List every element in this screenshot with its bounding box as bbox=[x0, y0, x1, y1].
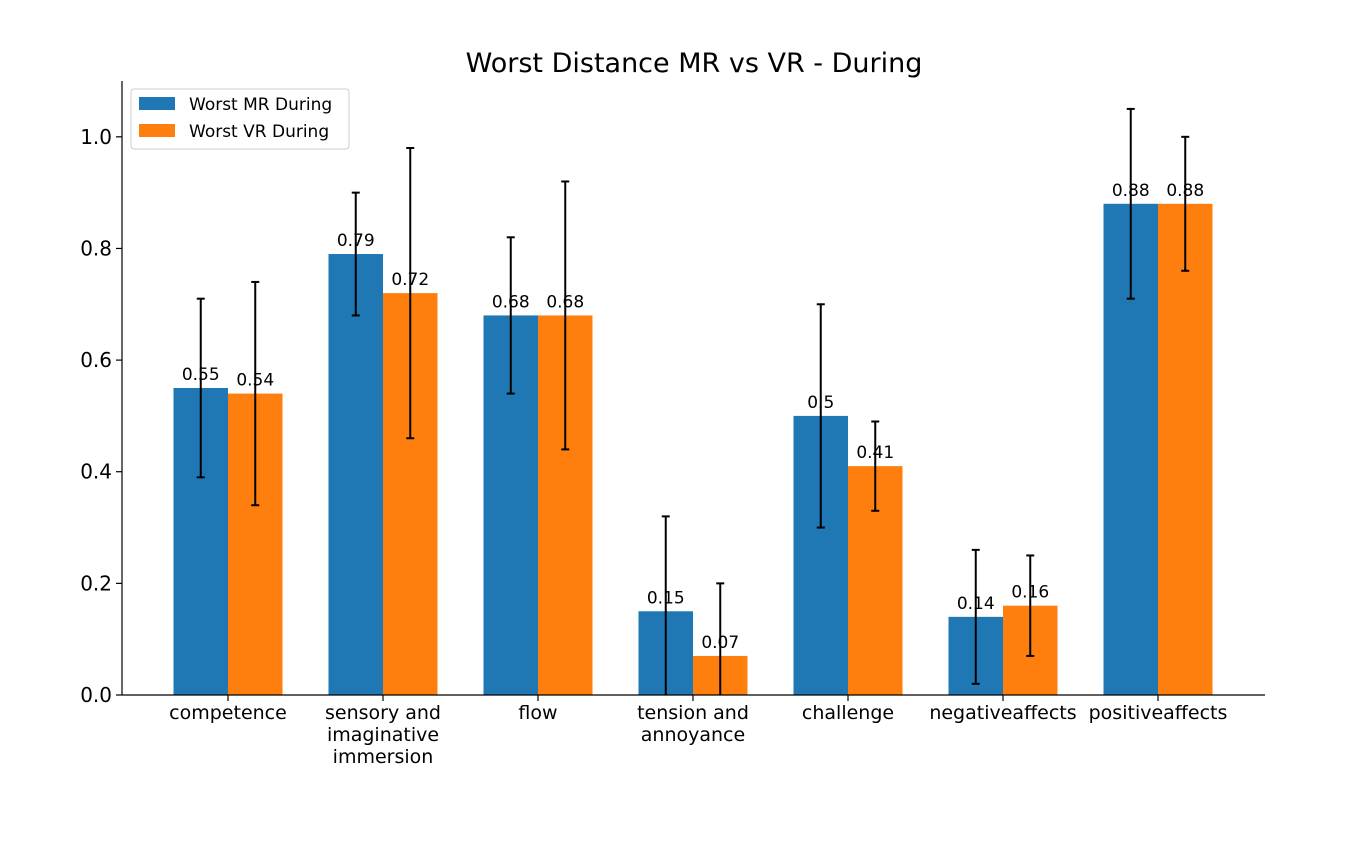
y-tick-label: 1.0 bbox=[80, 125, 112, 149]
y-tick-label: 0.8 bbox=[80, 236, 112, 260]
bar-mr-1 bbox=[328, 254, 383, 695]
y-tick-label: 0.4 bbox=[80, 460, 112, 484]
error-bar-mr-0 bbox=[196, 297, 205, 479]
legend-swatch-0 bbox=[139, 97, 175, 110]
legend-label-1: Worst VR During bbox=[189, 122, 329, 142]
data-label-mr-3: 0.15 bbox=[647, 588, 685, 608]
y-tick-label: 0.0 bbox=[80, 683, 112, 707]
data-label-vr-2: 0.68 bbox=[546, 292, 584, 312]
y-tick-label: 0.6 bbox=[80, 348, 112, 372]
error-bar-vr-2 bbox=[561, 180, 570, 451]
x-tick-label-0: competence bbox=[169, 702, 287, 724]
data-label-vr-6: 0.88 bbox=[1166, 181, 1204, 201]
bars-layer bbox=[173, 203, 1213, 696]
error-bar-vr-6 bbox=[1181, 135, 1190, 272]
x-tick-label-2: flow bbox=[518, 702, 557, 724]
axes-layer: 0.0 0.2 0.4 0.6 0.8 1.0 competence sensory and i… bbox=[80, 81, 1265, 768]
data-labels-layer: 0.55 0.79 0.68 0.15 0.5 0.14 0.88 0.54 0.72 0.68 0… bbox=[182, 181, 1204, 653]
error-bar-mr-2 bbox=[506, 236, 515, 395]
x-tick-label-1: sensory and imaginative immersion bbox=[325, 702, 441, 768]
data-label-mr-6: 0.88 bbox=[1112, 181, 1150, 201]
x-tick-label-5: negativeaffects bbox=[929, 702, 1076, 724]
error-bar-vr-4 bbox=[871, 420, 880, 512]
legend-swatch-1 bbox=[139, 124, 175, 137]
bar-vr-6 bbox=[1158, 203, 1213, 696]
legend-frame bbox=[130, 88, 350, 150]
error-bar-vr-5 bbox=[1026, 554, 1035, 657]
x-tick-label-3: tension and annoyance bbox=[637, 702, 749, 746]
data-label-mr-2: 0.68 bbox=[492, 292, 530, 312]
error-bar-mr-5 bbox=[971, 548, 980, 685]
error-bar-vr-1 bbox=[406, 146, 415, 440]
error-bar-mr-4 bbox=[816, 303, 825, 529]
data-label-vr-0: 0.54 bbox=[236, 371, 274, 391]
legend-label-0: Worst MR During bbox=[189, 95, 332, 115]
error-bars-layer bbox=[196, 107, 1190, 695]
chart-title: Worst Distance MR vs VR - During bbox=[466, 48, 923, 79]
x-tick-label-6: positiveaffects bbox=[1089, 702, 1228, 724]
legend: Worst MR During Worst VR During bbox=[130, 88, 350, 150]
x-tick-label-4: challenge bbox=[802, 702, 894, 724]
data-label-vr-3: 0.07 bbox=[701, 633, 739, 653]
error-bar-mr-6 bbox=[1126, 107, 1135, 300]
error-bar-vr-0 bbox=[251, 280, 260, 507]
data-label-mr-1: 0.79 bbox=[337, 231, 375, 251]
data-label-mr-0: 0.55 bbox=[182, 365, 220, 385]
data-label-mr-5: 0.14 bbox=[957, 594, 995, 614]
data-label-mr-4: 0.5 bbox=[807, 393, 834, 413]
error-bar-mr-3 bbox=[661, 515, 670, 695]
data-label-vr-5: 0.16 bbox=[1011, 583, 1049, 603]
error-bar-mr-1 bbox=[351, 191, 360, 317]
y-tick-label: 0.2 bbox=[80, 571, 112, 595]
data-label-vr-1: 0.72 bbox=[391, 270, 429, 290]
error-bar-vr-3 bbox=[716, 582, 725, 695]
data-label-vr-4: 0.41 bbox=[856, 443, 894, 463]
